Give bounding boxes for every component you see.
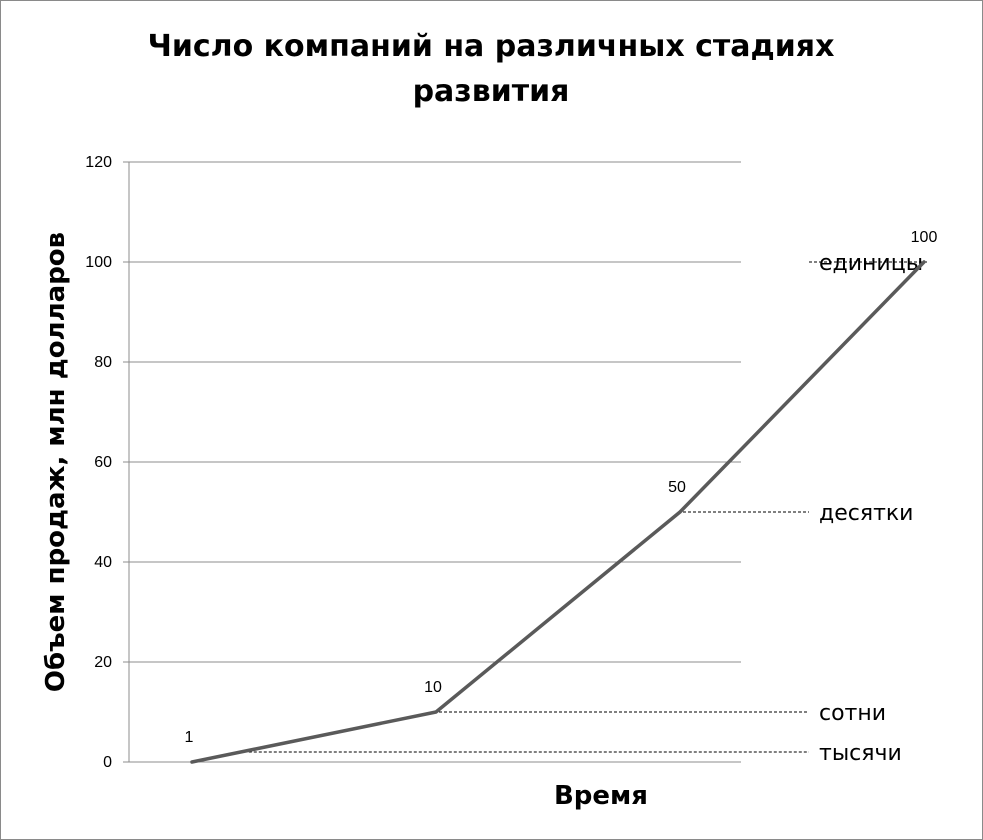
y-tick-label: 0 (103, 754, 112, 771)
annotations: единицы десятки сотни тысячи (243, 251, 927, 766)
axes (123, 161, 741, 763)
y-tick-label: 20 (94, 654, 112, 671)
annotation-label: единицы (819, 251, 923, 276)
data-labels: 1 10 50 100 (185, 229, 938, 746)
chart-title-line-1: Число компаний на различных стадиях (148, 29, 835, 64)
data-label: 1 (185, 729, 194, 746)
annotation-label: сотни (819, 701, 886, 726)
y-axis-label: Объем продаж, млн долларов (41, 232, 71, 692)
chart-title: Число компаний на различных стадиях разв… (148, 29, 835, 109)
x-axis-label: Время (554, 781, 648, 811)
y-tick-label: 40 (94, 554, 112, 571)
annotation-label: десятки (819, 501, 913, 526)
data-label: 50 (668, 479, 686, 496)
series (190, 260, 926, 764)
chart-title-line-2: развития (413, 74, 570, 109)
data-label: 100 (911, 229, 938, 246)
y-tick-label: 120 (85, 154, 112, 171)
series-line (190, 260, 926, 764)
y-tick-label: 60 (94, 454, 112, 471)
y-tick-label: 100 (85, 254, 112, 271)
y-tick-labels: 0 20 40 60 80 100 120 (85, 154, 112, 771)
annotation-label: тысячи (819, 741, 902, 766)
y-tick-label: 80 (94, 354, 112, 371)
data-label: 10 (424, 679, 442, 696)
gridlines (129, 161, 741, 663)
